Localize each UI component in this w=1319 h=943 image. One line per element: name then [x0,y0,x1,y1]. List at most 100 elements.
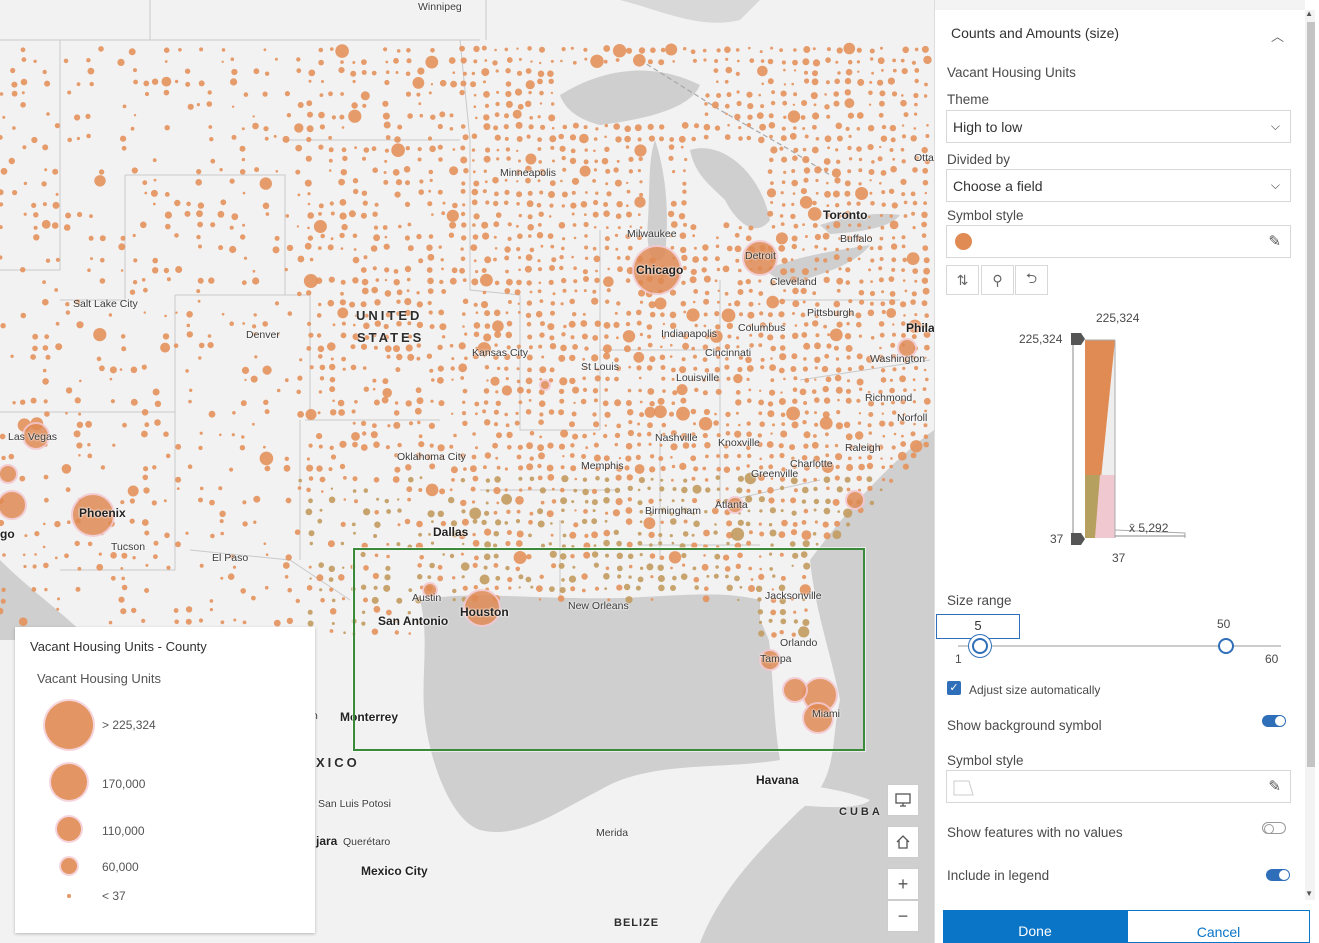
zoom-out-button[interactable]: − [887,900,919,932]
symbol-style-field[interactable]: ✎ [946,225,1291,258]
size-range-min-label: 1 [955,652,962,666]
label-queretaro: Querétaro [343,836,391,848]
legend-label: 60,000 [102,860,139,874]
label-jacksonville: Jacksonville [765,590,822,602]
label-knoxville: Knoxville [718,437,761,449]
histogram-mean: x̄ 5,292 [1129,521,1169,535]
map-view[interactable]: Winnipeg Otta Minneapolis Toronto Buffal… [0,0,934,943]
theme-select[interactable]: High to low ⌵ [946,110,1291,143]
label-states: STATES [357,330,425,345]
label-orlando: Orlando [780,637,818,649]
legend-symbol-110k [57,817,81,841]
label-merida: Merida [596,827,629,839]
label-indianapolis: Indianapolis [661,328,718,340]
chevron-up-icon[interactable]: ︿ [1271,29,1285,44]
label-louisville: Louisville [676,372,720,384]
bg-symbol-style-label: Symbol style [947,753,1024,768]
show-background-label: Show background symbol [947,718,1102,733]
label-salt-lake-city: Salt Lake City [73,298,138,310]
scroll-down-icon[interactable]: ▼ [1305,889,1313,898]
chevron-down-icon: ⌵ [1270,178,1280,192]
divided-by-select[interactable]: Choose a field ⌵ [946,169,1291,202]
label-toronto: Toronto [823,208,868,222]
label-washington: Washington [870,353,926,365]
label-belize: BELIZE [614,917,660,929]
label-minneapolis: Minneapolis [500,167,557,179]
label-diego-fragment: go [0,527,15,541]
label-united: UNITED [356,308,423,323]
label-san-luis-potosi: San Luis Potosi [318,798,391,810]
label-phoenix: Phoenix [79,506,126,520]
legend-subtitle: Vacant Housing Units [37,671,162,686]
legend-label: < 37 [102,889,126,903]
label-new-orleans: New Orleans [568,600,629,612]
zoom-in-button[interactable]: + [887,868,919,900]
label-charlotte: Charlotte [790,458,833,470]
field-name: Vacant Housing Units [947,65,1076,80]
label-richmond: Richmond [865,392,913,404]
screen-icon[interactable] [887,784,919,816]
divided-by-label: Divided by [947,152,1011,167]
selection-rectangle[interactable] [353,548,865,751]
label-cleveland: Cleveland [770,276,817,288]
adjust-size-label: Adjust size automatically [969,683,1101,697]
bg-symbol-swatch [953,780,974,796]
scroll-up-icon[interactable]: ▲ [1305,9,1313,18]
symbol-swatch [955,233,972,250]
label-st-louis: St Louis [581,361,619,373]
legend-label: 170,000 [102,777,146,791]
label-columbus: Columbus [738,322,786,334]
panel-scrollbar[interactable] [1305,10,1315,900]
scrollbar-thumb[interactable] [1307,22,1315,767]
include-legend-toggle[interactable] [1266,869,1290,881]
theme-value: High to low [953,119,1023,135]
label-milwaukee: Milwaukee [627,228,677,240]
symbol-style-label: Symbol style [947,208,1024,223]
pencil-icon[interactable]: ✎ [1268,233,1281,250]
label-phila: Phila [906,321,934,335]
theme-label: Theme [947,92,990,107]
label-buffalo: Buffalo [840,233,873,245]
histogram-min-bottom: 37 [1112,551,1126,565]
undo-icon[interactable]: ⮌ [1015,265,1048,295]
cancel-button[interactable]: Cancel [1127,910,1310,943]
show-background-toggle[interactable] [1262,715,1286,727]
label-tampa: Tampa [760,653,792,665]
zoom-icon[interactable]: ⚲ [981,265,1014,295]
label-el-paso: El Paso [212,552,249,564]
invert-icon[interactable]: ⇅ [946,265,979,295]
adjust-size-checkbox[interactable]: ✓ [947,681,961,695]
section-title: Counts and Amounts (size) [951,25,1120,41]
size-max-value: 50 [1217,617,1231,631]
done-button[interactable]: Done [943,910,1127,943]
size-min-input[interactable]: 5 [936,614,1020,639]
label-chicago: Chicago [636,263,684,277]
map-legend: Vacant Housing Units - County Vacant Hou… [15,627,315,933]
label-oklahoma-city: Oklahoma City [397,451,466,463]
panel-top-bar [935,0,1305,10]
show-no-values-toggle[interactable] [1262,822,1286,834]
histogram-max-top: 225,324 [1096,311,1140,325]
legend-symbol-max [45,701,93,749]
pencil-icon[interactable]: ✎ [1268,778,1281,795]
legend-symbol-170k [51,764,87,800]
label-houston: Houston [460,605,509,619]
size-range-label: Size range [947,593,1012,608]
size-range-max-label: 60 [1265,652,1279,666]
size-range-slider[interactable] [958,645,1281,647]
size-min-handle[interactable] [972,638,989,654]
label-ottawa: Otta [914,152,934,164]
label-cincinnati: Cincinnati [705,347,752,359]
home-icon[interactable] [887,826,919,858]
label-tucson: Tucson [111,541,146,553]
label-winnipeg: Winnipeg [418,1,462,13]
label-atlanta: Atlanta [715,499,748,511]
size-max-handle[interactable] [1218,638,1235,654]
include-legend-label: Include in legend [947,868,1050,883]
bg-symbol-style-field[interactable]: ✎ [946,770,1291,803]
label-greenville: Greenville [751,468,799,480]
label-memphis: Memphis [581,460,624,472]
label-austin: Austin [412,592,442,604]
histogram [1071,333,1186,545]
histogram-max-left: 225,324 [1019,332,1063,346]
